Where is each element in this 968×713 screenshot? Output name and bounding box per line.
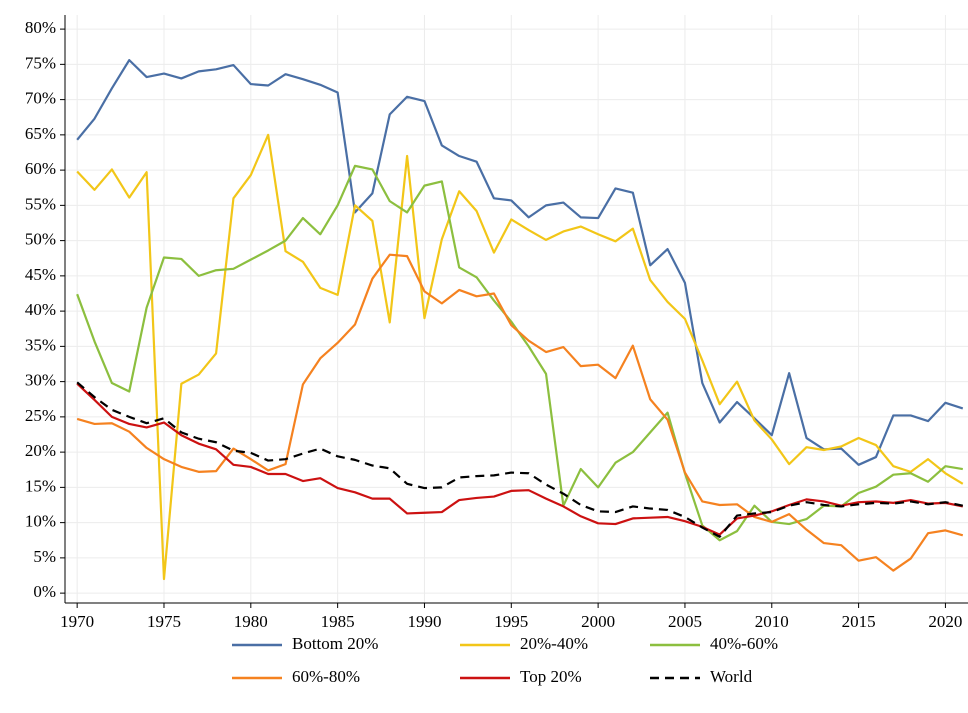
series-line xyxy=(76,381,964,538)
series-line xyxy=(76,59,964,466)
legend-label: 20%-40% xyxy=(520,634,588,653)
legend-label: Top 20% xyxy=(520,667,582,686)
legend-label: World xyxy=(710,667,753,686)
series-line xyxy=(76,382,964,536)
series-line xyxy=(76,253,964,572)
x-tick-label: 2005 xyxy=(668,612,702,631)
y-tick-label: 35% xyxy=(25,335,56,354)
y-tick-label: 75% xyxy=(25,53,56,72)
legend-label: 60%-80% xyxy=(292,667,360,686)
series-line xyxy=(76,133,964,581)
x-tick-label: 1970 xyxy=(60,612,94,631)
x-tick-label: 1975 xyxy=(147,612,181,631)
y-tick-label: 55% xyxy=(25,194,56,213)
x-tick-label: 1985 xyxy=(321,612,355,631)
y-tick-label: 80% xyxy=(25,18,56,37)
y-tick-label: 15% xyxy=(25,476,56,495)
x-tick-label: 2010 xyxy=(755,612,789,631)
y-tick-label: 70% xyxy=(25,89,56,108)
series-line xyxy=(76,164,963,542)
y-tick-label: 40% xyxy=(25,300,56,319)
y-tick-label: 45% xyxy=(25,265,56,284)
y-tick-label: 65% xyxy=(25,124,56,143)
x-tick-label: 2000 xyxy=(581,612,615,631)
y-tick-label: 20% xyxy=(25,441,56,460)
y-tick-label: 30% xyxy=(25,371,56,390)
y-tick-label: 5% xyxy=(33,547,56,566)
y-tick-label: 60% xyxy=(25,159,56,178)
legend-label: 40%-60% xyxy=(710,634,778,653)
x-tick-label: 2020 xyxy=(928,612,962,631)
x-tick-label: 1980 xyxy=(234,612,268,631)
x-tick-label: 1995 xyxy=(494,612,528,631)
legend-label: Bottom 20% xyxy=(292,634,378,653)
y-tick-label: 25% xyxy=(25,406,56,425)
x-tick-label: 1990 xyxy=(407,612,441,631)
y-tick-label: 0% xyxy=(33,582,56,601)
y-tick-label: 10% xyxy=(25,512,56,531)
y-tick-label: 50% xyxy=(25,230,56,249)
x-tick-label: 2015 xyxy=(842,612,876,631)
